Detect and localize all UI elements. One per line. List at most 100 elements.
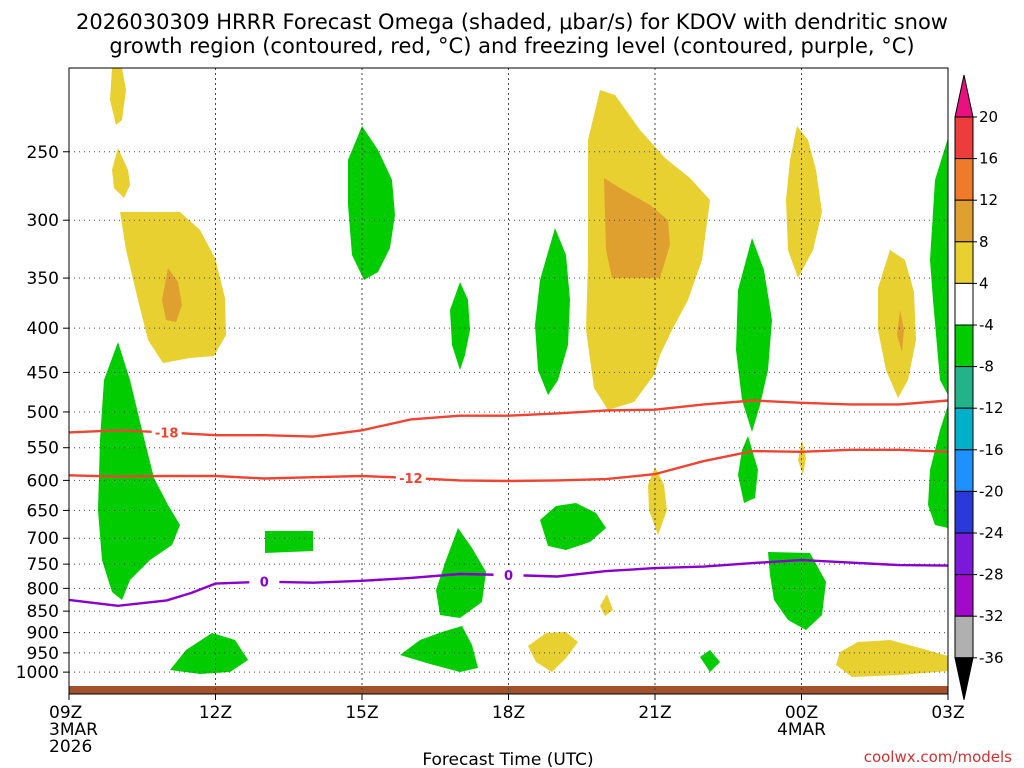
temperature-contours: -18 -12 0 0 — [68, 399, 949, 608]
y-tick-label-1000: 1000 — [16, 663, 59, 683]
y-tick-label-700: 700 — [27, 529, 59, 549]
omega-region-green-7 — [930, 138, 948, 395]
colorbar-label-11: -28 — [979, 566, 1004, 584]
colorbar-label-0: 20 — [979, 108, 998, 126]
colorbar-bottom-arrow — [954, 657, 974, 700]
y-tick-label-350: 350 — [27, 269, 59, 289]
colorbar-label-1: 16 — [979, 150, 998, 168]
omega-region-green-14 — [400, 626, 478, 672]
omega-region-orange-1 — [162, 268, 182, 322]
colorbar-swatch-10 — [954, 490, 974, 534]
omega-region-yellow-1 — [110, 68, 126, 125]
omega-region-orange-3 — [897, 310, 904, 352]
y-tick-label-900: 900 — [27, 624, 59, 644]
contour-label-0-1: 0 — [504, 569, 513, 584]
colorbar-label-6: -8 — [979, 358, 994, 376]
colorbar-swatch-1 — [954, 116, 974, 160]
omega-region-green-15 — [700, 650, 720, 672]
colorbar-swatch-11 — [954, 532, 974, 576]
y-tick-label-650: 650 — [27, 501, 59, 521]
omega-region-yellow-6 — [878, 250, 916, 398]
colorbar-swatch-13 — [954, 615, 974, 659]
omega-shading — [98, 68, 948, 677]
colorbar-swatch-3 — [954, 199, 974, 243]
omega-region-green-13 — [170, 633, 248, 674]
x-tick-sublabel-00Z: 4MAR — [777, 720, 826, 740]
omega-region-green-3 — [450, 282, 470, 370]
omega-region-green-4 — [535, 228, 570, 395]
y-tick-label-850: 850 — [27, 602, 59, 622]
y-tick-label-950: 950 — [27, 644, 59, 664]
credit-label: coolwx.com/models — [864, 748, 1012, 766]
omega-region-yellow-10 — [528, 632, 578, 672]
contour-label--18-0: -18 — [155, 426, 179, 441]
x-axis-label: Forecast Time (UTC) — [422, 750, 593, 768]
x-tick-label-18Z: 18Z — [492, 703, 525, 723]
colorbar-swatch-12 — [954, 574, 974, 617]
contour-line--12 — [68, 448, 949, 483]
omega-region-yellow-7 — [648, 467, 667, 535]
y-tick-label-400: 400 — [27, 319, 59, 339]
y-tick-label-750: 750 — [27, 555, 59, 575]
y-tick-label-800: 800 — [27, 579, 59, 599]
colorbar-label-12: -32 — [979, 607, 1004, 625]
omega-region-green-2 — [348, 126, 395, 280]
y-tick-label-250: 250 — [27, 143, 59, 163]
contour-line-0 — [68, 558, 949, 608]
colorbar-label-3: 8 — [979, 233, 989, 251]
contour-label-bg--12-0 — [395, 469, 426, 486]
omega-region-yellow-5 — [786, 126, 822, 278]
contour-label-bg--18-0 — [151, 424, 182, 441]
colorbar-label-2: 12 — [979, 191, 998, 209]
chart-title-line2: growth region (contoured, red, °C) and f… — [109, 34, 914, 58]
omega-region-orange-2 — [604, 178, 670, 278]
x-tick-label-12Z: 12Z — [199, 703, 232, 723]
omega-region-yellow-9 — [600, 594, 613, 616]
colorbar-swatch-7 — [954, 366, 974, 409]
x-tick-label-03Z: 03Z — [931, 703, 964, 723]
contour-line--18 — [68, 399, 949, 438]
x-tick-label-09Z: 09Z — [49, 703, 82, 723]
colorbar-label-13: -36 — [979, 649, 1004, 667]
colorbar-label-8: -16 — [979, 441, 1004, 459]
colorbar-label-10: -24 — [979, 524, 1004, 542]
omega-region-yellow-8 — [798, 440, 806, 475]
omega-region-yellow-2 — [112, 148, 130, 198]
colorbar: 20 16 12 8 4 -4 -8 -12 -16 -20 -24 -28 -32 -36 — [954, 74, 1004, 700]
x-tick-label-21Z: 21Z — [638, 703, 671, 723]
y-tick-label-600: 600 — [27, 471, 59, 491]
contour-label-0-0: 0 — [260, 576, 269, 591]
y-tick-label-500: 500 — [27, 403, 59, 423]
y-tick-label-550: 550 — [27, 439, 59, 459]
colorbar-top-arrow — [954, 74, 974, 118]
omega-region-green-5 — [736, 238, 772, 432]
x-tick-label-15Z: 15Z — [345, 703, 378, 723]
omega-region-green-10 — [265, 531, 313, 553]
x-tick-sublabel-09Z: 3MAR — [49, 720, 98, 740]
colorbar-swatch-8 — [954, 407, 974, 451]
colorbar-label-7: -12 — [979, 399, 1004, 417]
colorbar-label-9: -20 — [979, 482, 1004, 500]
colorbar-swatch-2 — [954, 158, 974, 201]
y-tick-label-450: 450 — [27, 363, 59, 383]
omega-region-green-8 — [928, 405, 948, 528]
colorbar-swatch-6 — [954, 324, 974, 368]
contour-label-bg-0-1 — [493, 566, 524, 583]
colorbar-label-5: -4 — [979, 316, 994, 334]
x-tick-label-00Z: 00Z — [785, 703, 818, 723]
colorbar-label-4: 4 — [979, 274, 989, 292]
omega-region-yellow-11 — [836, 640, 948, 677]
colorbar-swatch-9 — [954, 449, 974, 492]
colorbar-swatch-5 — [954, 282, 974, 326]
contour-label--12-0: -12 — [399, 472, 423, 487]
omega-region-green-12 — [768, 552, 826, 630]
omega-region-green-6 — [738, 436, 758, 503]
omega-region-green-1 — [98, 342, 180, 600]
colorbar-swatch-4 — [954, 241, 974, 284]
x-tick-year-09Z: 2026 — [49, 737, 92, 757]
y-axis-ticks: 2503003504004505005506006507007508008509… — [16, 143, 69, 683]
contour-label-bg-0-0 — [249, 573, 280, 590]
chart-title-line1: 2026030309 HRRR Forecast Omega (shaded, … — [76, 10, 948, 34]
